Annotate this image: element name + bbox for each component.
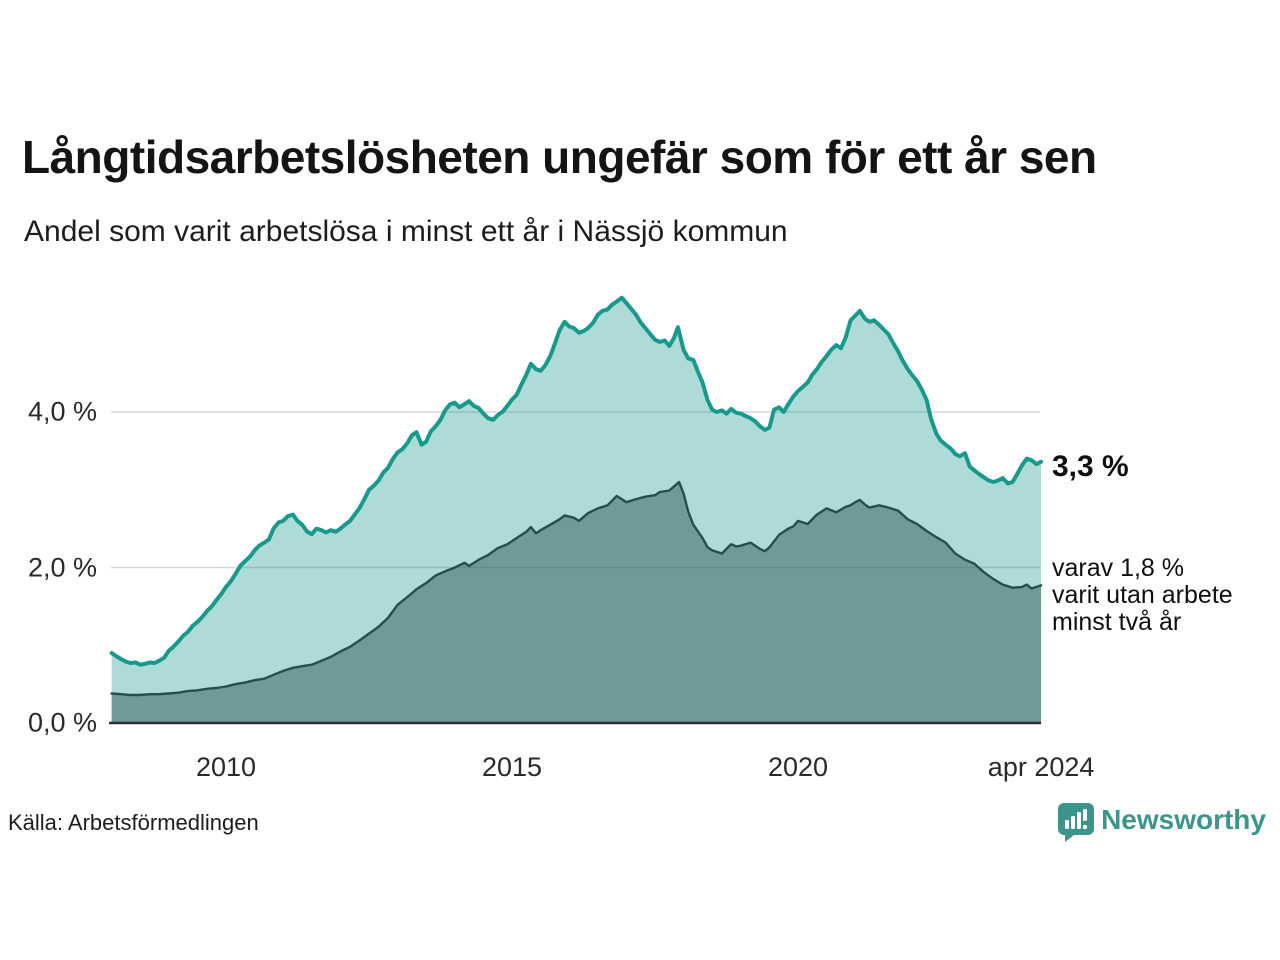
end-value-label-total: 3,3 % bbox=[1052, 450, 1129, 483]
x-tick-label: 2020 bbox=[767, 752, 829, 782]
y-tick-label: 2,0 % bbox=[27, 552, 97, 582]
bar-chart-speech-bubble-icon bbox=[1058, 803, 1095, 842]
end-value-label-two-year: varav 1,8 % varit utan arbete minst två … bbox=[1052, 555, 1233, 636]
area-two-year bbox=[111, 482, 1042, 723]
annotation-line: varit utan arbete bbox=[1052, 581, 1233, 609]
newsworthy-wordmark: Newsworthy bbox=[1101, 804, 1266, 835]
source-note: Källa: Arbetsförmedlingen bbox=[8, 810, 259, 835]
line-total bbox=[109, 295, 1044, 667]
y-tick-label: 0,0 % bbox=[27, 707, 97, 738]
line-two-year bbox=[110, 480, 1043, 697]
chart-subtitle: Andel som varit arbetslösa i minst ett å… bbox=[24, 215, 788, 248]
x-tick-label: 2010 bbox=[195, 752, 257, 782]
x-tick-label: apr 2024 bbox=[987, 752, 1095, 782]
page-title: Långtidsarbetslösheten ungefär som för e… bbox=[22, 131, 1097, 183]
x-tick-label: 2015 bbox=[481, 752, 543, 782]
annotation-line: minst två år bbox=[1052, 608, 1182, 636]
newsworthy-logo: Newsworthy bbox=[1056, 801, 1266, 843]
annotation-line: varav 1,8 % bbox=[1052, 554, 1185, 582]
area-total bbox=[111, 297, 1042, 723]
y-tick-label: 4,0 % bbox=[27, 396, 97, 427]
